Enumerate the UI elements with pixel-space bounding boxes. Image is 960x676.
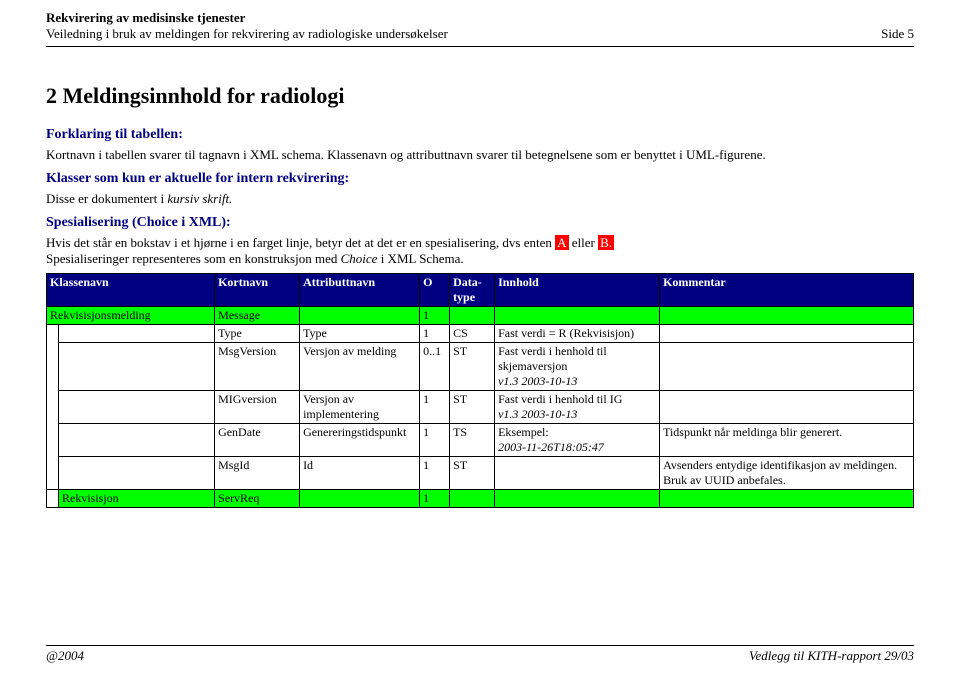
table-row: MsgId Id 1 ST Avsenders entydige identif…	[47, 456, 914, 489]
cell-kortnavn: ServReq	[215, 489, 300, 507]
table-body: Rekvisisjonsmelding Message 1 Type Type …	[47, 306, 914, 507]
cell-klassenavn	[59, 324, 215, 342]
cell-innhold	[495, 306, 660, 324]
cell-kommentar	[660, 324, 914, 342]
subhead-spes: Spesialisering (Choice i XML):	[46, 215, 914, 231]
cell-attributtnavn: Type	[300, 324, 420, 342]
subhead-klasser: Klasser som kun er aktuelle for intern r…	[46, 171, 914, 187]
page-number: Side 5	[881, 26, 914, 42]
cell-kommentar	[660, 390, 914, 423]
cell-attributtnavn: Versjon av melding	[300, 342, 420, 390]
th-datatype: Data-type	[450, 273, 495, 306]
th-innhold: Innhold	[495, 273, 660, 306]
body-klasser-it: kursiv skrift.	[167, 191, 232, 206]
cell-klassenavn: Rekvisisjon	[59, 489, 215, 507]
cell-innhold	[495, 489, 660, 507]
cell-kortnavn: GenDate	[215, 423, 300, 456]
cell-o: 0..1	[420, 342, 450, 390]
th-attributtnavn: Attributtnavn	[300, 273, 420, 306]
table-row: Rekvisisjonsmelding Message 1	[47, 306, 914, 324]
body-klasser-pre: Disse er dokumentert i	[46, 191, 167, 206]
body-spes: Hvis det står en bokstav i et hjørne i e…	[46, 235, 914, 267]
cell-dt	[450, 489, 495, 507]
footer-row: @2004 Vedlegg til KITH-rapport 29/03	[46, 648, 914, 664]
th-kortnavn: Kortnavn	[215, 273, 300, 306]
cell-dt: CS	[450, 324, 495, 342]
cell-kortnavn: Message	[215, 306, 300, 324]
cell-innhold: Fast verdi = R (Rekvisisjon)	[495, 324, 660, 342]
th-kommentar: Kommentar	[660, 273, 914, 306]
cell-kommentar	[660, 342, 914, 390]
cell-dt: ST	[450, 390, 495, 423]
cell-kortnavn: Type	[215, 324, 300, 342]
cell-o: 1	[420, 456, 450, 489]
cell-innhold: Fast verdi i henhold til IGv1.3 2003-10-…	[495, 390, 660, 423]
cell-dt: ST	[450, 456, 495, 489]
cell-kommentar: Avsenders entydige identifikasjon av mel…	[660, 456, 914, 489]
footer-rule	[46, 645, 914, 646]
cell-klassenavn	[59, 423, 215, 456]
cell-kommentar	[660, 489, 914, 507]
choice-a-box: A	[555, 235, 568, 250]
cell-o: 1	[420, 306, 450, 324]
cell-attributtnavn	[300, 306, 420, 324]
cell-o: 1	[420, 423, 450, 456]
table-head-row: Klassenavn Kortnavn Attributtnavn O Data…	[47, 273, 914, 306]
spes-line2-post: i XML Schema.	[377, 251, 463, 266]
cell-dt: TS	[450, 423, 495, 456]
cell-dt	[450, 306, 495, 324]
cell-dt: ST	[450, 342, 495, 390]
th-klassenavn: Klassenavn	[47, 273, 215, 306]
table-row: Type Type 1 CS Fast verdi = R (Rekvisisj…	[47, 324, 914, 342]
table-row: GenDate Genereringstidspunkt 1 TS Eksemp…	[47, 423, 914, 456]
footer-left: @2004	[46, 648, 84, 664]
body-klasser: Disse er dokumentert i kursiv skrift.	[46, 191, 914, 207]
table-head: Klassenavn Kortnavn Attributtnavn O Data…	[47, 273, 914, 306]
section-heading: 2 Meldingsinnhold for radiologi	[46, 83, 914, 109]
doc-subtitle: Veiledning i bruk av meldingen for rekvi…	[46, 26, 448, 42]
cell-klassenavn	[59, 390, 215, 423]
cell-o: 1	[420, 390, 450, 423]
spes-line2-it: Choice	[341, 251, 378, 266]
page: Rekvirering av medisinske tjenester Veil…	[0, 0, 960, 676]
page-footer: @2004 Vedlegg til KITH-rapport 29/03	[46, 645, 914, 664]
spes-mid: eller	[569, 235, 599, 250]
cell-kommentar: Tidspunkt når meldinga blir generert.	[660, 423, 914, 456]
cell-innhold	[495, 456, 660, 489]
spes-line1-pre: Hvis det står en bokstav i et hjørne i e…	[46, 235, 555, 250]
header-rule	[46, 46, 914, 47]
cell-innhold: Eksempel:2003-11-26T18:05:47	[495, 423, 660, 456]
table-row: MsgVersion Versjon av melding 0..1 ST Fa…	[47, 342, 914, 390]
cell-attributtnavn: Genereringstidspunkt	[300, 423, 420, 456]
body-forklaring: Kortnavn i tabellen svarer til tagnavn i…	[46, 147, 914, 163]
cell-klassenavn	[59, 342, 215, 390]
data-table: Klassenavn Kortnavn Attributtnavn O Data…	[46, 273, 914, 508]
table-row: Rekvisisjon ServReq 1	[47, 489, 914, 507]
cell-kommentar	[660, 306, 914, 324]
cell-innhold: Fast verdi i henhold til skjemaversjonv1…	[495, 342, 660, 390]
cell-attributtnavn	[300, 489, 420, 507]
table-row: MIGversion Versjon av implementering 1 S…	[47, 390, 914, 423]
cell-klassenavn: Rekvisisjonsmelding	[47, 306, 215, 324]
page-header: Rekvirering av medisinske tjenester Veil…	[46, 10, 914, 47]
indent-cell	[47, 324, 59, 489]
choice-b-box: B.	[598, 235, 614, 250]
cell-kortnavn: MsgVersion	[215, 342, 300, 390]
cell-kortnavn: MIGversion	[215, 390, 300, 423]
cell-attributtnavn: Versjon av implementering	[300, 390, 420, 423]
doc-subtitle-row: Veiledning i bruk av meldingen for rekvi…	[46, 26, 914, 42]
doc-title: Rekvirering av medisinske tjenester	[46, 10, 914, 26]
th-o: O	[420, 273, 450, 306]
cell-o: 1	[420, 324, 450, 342]
spes-line2-pre: Spesialiseringer representeres som en ko…	[46, 251, 341, 266]
indent-cell	[47, 489, 59, 507]
cell-kortnavn: MsgId	[215, 456, 300, 489]
cell-o: 1	[420, 489, 450, 507]
cell-attributtnavn: Id	[300, 456, 420, 489]
subhead-forklaring: Forklaring til tabellen:	[46, 127, 914, 143]
cell-klassenavn	[59, 456, 215, 489]
footer-right: Vedlegg til KITH-rapport 29/03	[749, 648, 914, 664]
